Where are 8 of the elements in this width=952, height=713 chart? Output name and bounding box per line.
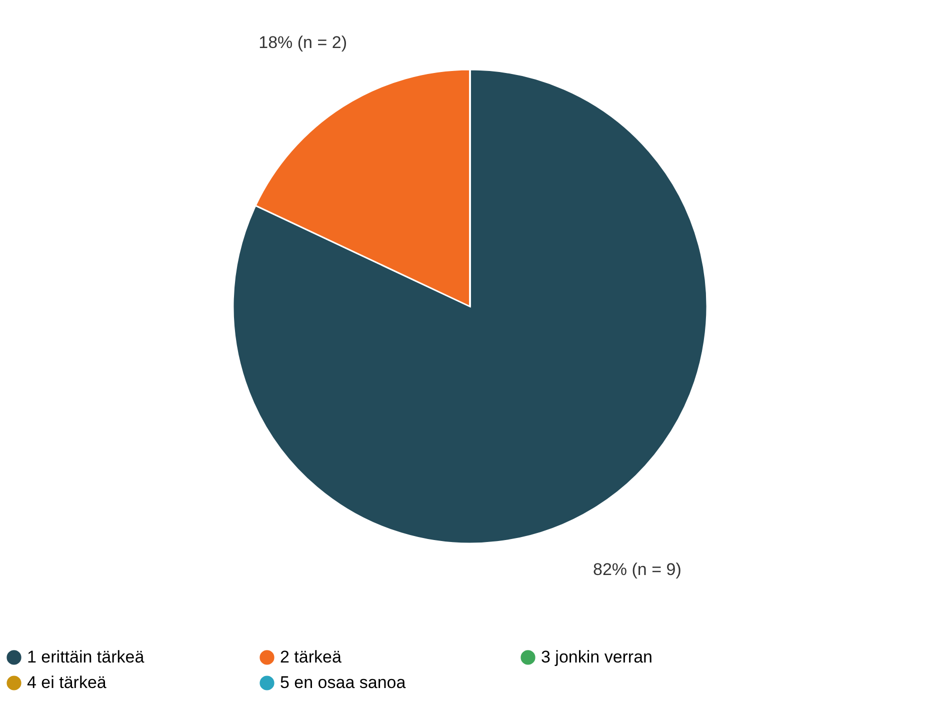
legend-label: 3 jonkin verran: [541, 647, 653, 666]
legend-label: 5 en osaa sanoa: [280, 673, 406, 692]
data-label: 82% (n = 9): [593, 560, 682, 579]
legend-label: 2 tärkeä: [280, 647, 342, 666]
legend-label: 1 erittäin tärkeä: [27, 647, 145, 666]
pie-slice: [232, 68, 708, 544]
data-label: 18% (n = 2): [258, 33, 347, 52]
legend-label: 4 ei tärkeä: [27, 673, 107, 692]
